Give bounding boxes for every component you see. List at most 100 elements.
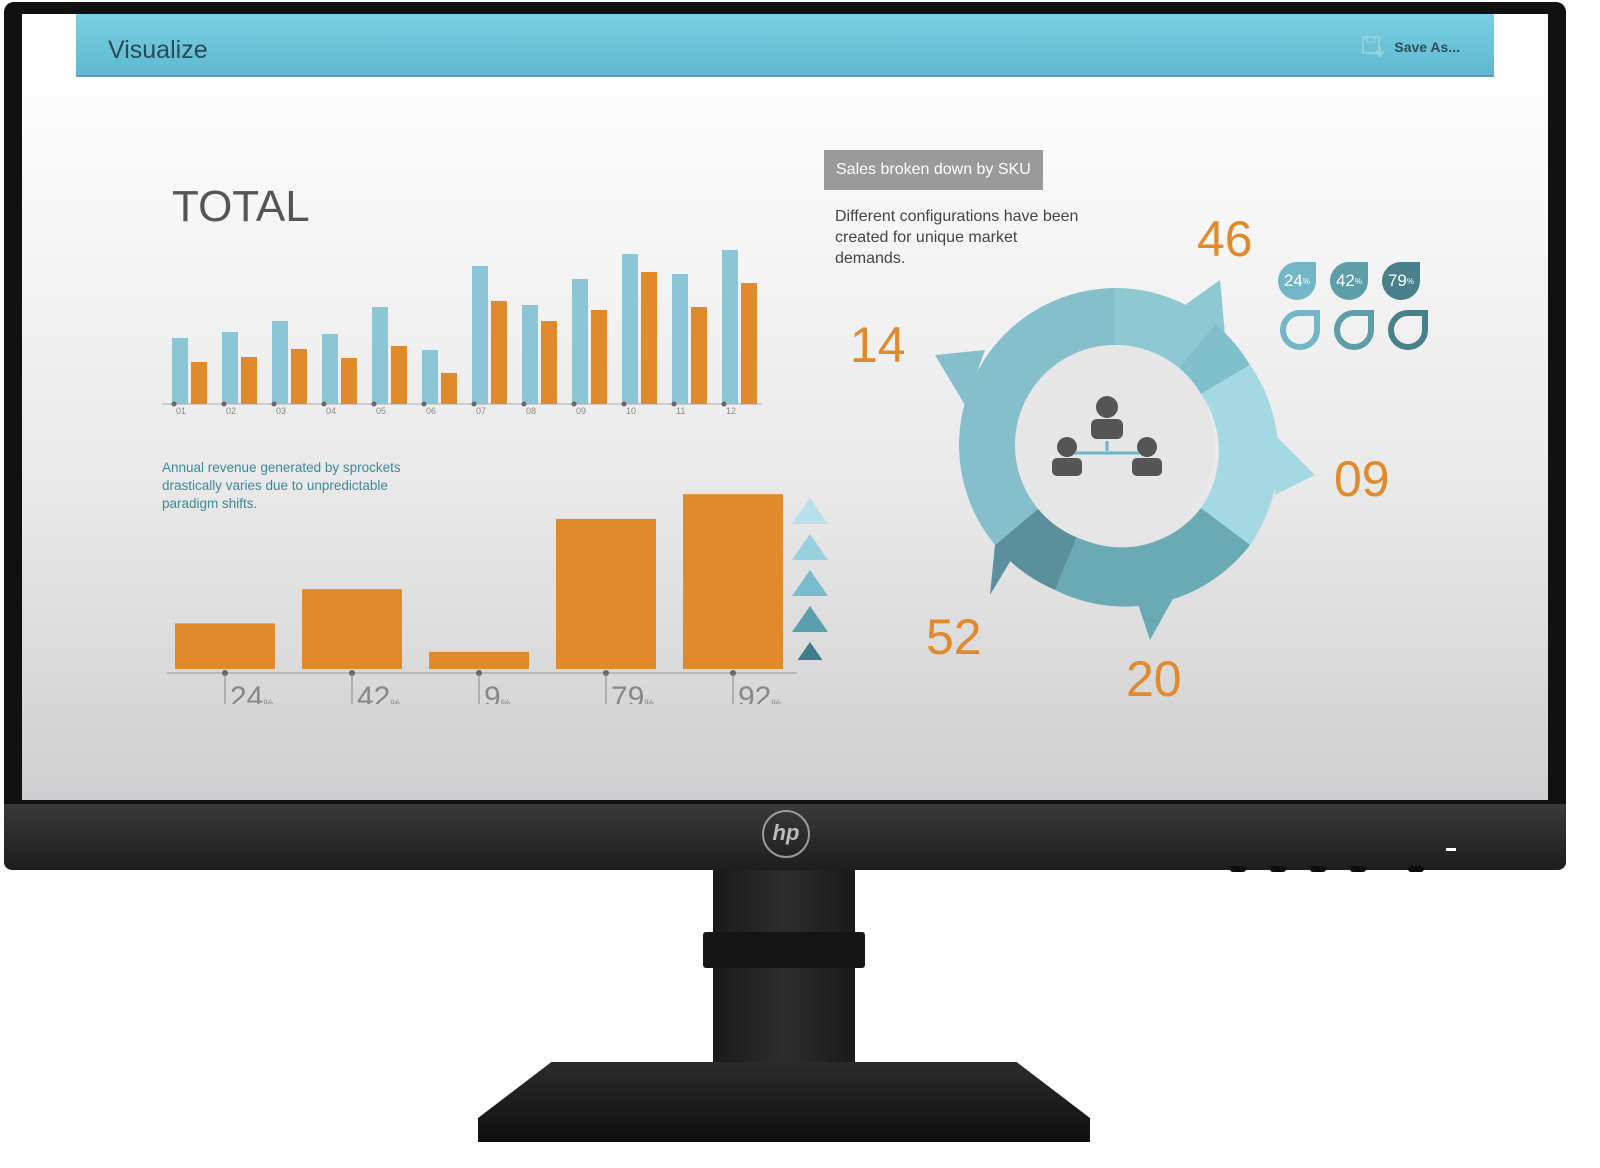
bar-05-s1 <box>372 307 388 404</box>
triangle-icon <box>792 606 828 632</box>
bar-10-s1 <box>622 254 638 404</box>
bar-03-s1 <box>272 321 288 404</box>
donut-segment <box>1179 324 1250 394</box>
bar-03-s2 <box>291 349 307 404</box>
percent-bar-chart: 24% 42% 9% 79% 92% <box>167 494 797 704</box>
bar-07-s2 <box>491 301 507 404</box>
monthly-bar-chart: 01 02 03 04 05 06 07 08 09 10 11 12 <box>162 250 762 416</box>
tick-label: 11 <box>676 406 685 416</box>
drop-badge: 24% <box>1278 262 1316 300</box>
tick-dot <box>371 401 377 407</box>
hp-logo: hp <box>762 810 810 858</box>
tick-label: 09 <box>576 406 586 416</box>
stand-base <box>478 1062 1090 1142</box>
tick-dot <box>171 401 177 407</box>
save-as-button[interactable]: Save As... <box>1362 36 1460 58</box>
donut-segment <box>995 508 1077 590</box>
bar-10-s2 <box>641 272 657 404</box>
percent-bar-79 <box>556 518 656 669</box>
bar-12-s1 <box>722 250 738 404</box>
team-hierarchy-icon <box>1052 396 1162 476</box>
tick-label: 10 <box>626 406 636 416</box>
bar-11-s2 <box>691 307 707 404</box>
tick-label: 07 <box>476 406 486 416</box>
donut-segment <box>1201 365 1279 545</box>
bar-09-s2 <box>591 310 607 404</box>
percent-label: 24% <box>230 681 273 704</box>
tick-dot <box>571 401 577 407</box>
stand-neck <box>713 870 855 1070</box>
stand-collar <box>703 932 865 968</box>
drop-ring-icon <box>1334 310 1374 350</box>
drop-badge: 42% <box>1330 262 1368 300</box>
power-button[interactable] <box>1408 866 1424 872</box>
donut-arrow <box>935 350 985 405</box>
bar-04-s2 <box>341 358 357 404</box>
sku-number-20: 20 <box>1126 651 1182 707</box>
monitor-screen: Visualize Save As... TOTAL 01 02 03 04 05 06 0… <box>22 14 1548 800</box>
tick-dot <box>521 401 527 407</box>
bar-02-s2 <box>241 357 257 404</box>
sku-number-14: 14 <box>850 317 906 373</box>
tick-label: 08 <box>526 406 536 416</box>
bar-06-s1 <box>422 350 438 404</box>
drop-rings <box>1280 310 1428 350</box>
donut-segment <box>1055 508 1250 607</box>
percent-bar-92 <box>683 494 783 669</box>
tick-label: 04 <box>326 406 336 416</box>
osd-button[interactable] <box>1230 866 1246 872</box>
percent-label: 92% <box>738 681 781 704</box>
tick-label: 02 <box>226 406 236 416</box>
donut-arrow <box>1185 280 1225 335</box>
tick-label: 06 <box>426 406 436 416</box>
osd-button[interactable] <box>1270 866 1286 872</box>
tick-label: 12 <box>726 406 736 416</box>
save-as-label: Save As... <box>1394 39 1460 55</box>
sku-number-09: 09 <box>1334 451 1390 507</box>
bar-05-s2 <box>391 346 407 404</box>
drop-ring-icon <box>1388 310 1428 350</box>
donut-arrow <box>1135 595 1175 640</box>
tick-dot <box>621 401 627 407</box>
osd-button[interactable] <box>1350 866 1366 872</box>
triangle-icon <box>797 642 823 660</box>
donut-segment <box>959 288 1115 545</box>
percent-label: 9% <box>484 681 511 704</box>
floppy-save-icon <box>1362 36 1385 58</box>
bar-08-s2 <box>541 321 557 404</box>
percent-bar-24 <box>175 623 275 669</box>
tick-dot <box>421 401 427 407</box>
percent-bar-9 <box>429 651 529 669</box>
total-title: TOTAL <box>172 182 310 231</box>
triangle-icon <box>792 534 828 560</box>
bar-06-s2 <box>441 373 457 404</box>
tick-dot <box>221 401 227 407</box>
drop-badge: 79% <box>1382 262 1420 300</box>
bar-11-s1 <box>672 274 688 404</box>
tick-dot <box>321 401 327 407</box>
sku-badge: Sales broken down by SKU <box>824 150 1043 190</box>
donut-arrow <box>1275 435 1315 495</box>
app-header: Visualize Save As... <box>76 14 1494 77</box>
percent-label: 42% <box>357 681 400 704</box>
percent-drops: 24% 42% 79% <box>1278 262 1420 300</box>
tick-dot <box>271 401 277 407</box>
bar-07-s1 <box>472 266 488 404</box>
triangle-icon <box>792 570 828 596</box>
percent-bar-42 <box>302 589 402 669</box>
power-led <box>1446 848 1456 851</box>
tick-label: 03 <box>276 406 286 416</box>
bar-08-s1 <box>522 305 538 404</box>
triangle-stack <box>792 498 828 660</box>
osd-button[interactable] <box>1310 866 1326 872</box>
revenue-description: Annual revenue generated by sprockets dr… <box>162 460 401 511</box>
drop-ring-icon <box>1280 310 1320 350</box>
app-title: Visualize <box>108 36 208 64</box>
bar-12-s2 <box>741 283 757 404</box>
sku-number-52: 52 <box>926 609 982 665</box>
bar-02-s1 <box>222 332 238 404</box>
tick-label: 01 <box>176 406 186 416</box>
bar-04-s1 <box>322 334 338 404</box>
bar-01-s2 <box>191 362 207 404</box>
bar-01-s1 <box>172 338 188 404</box>
